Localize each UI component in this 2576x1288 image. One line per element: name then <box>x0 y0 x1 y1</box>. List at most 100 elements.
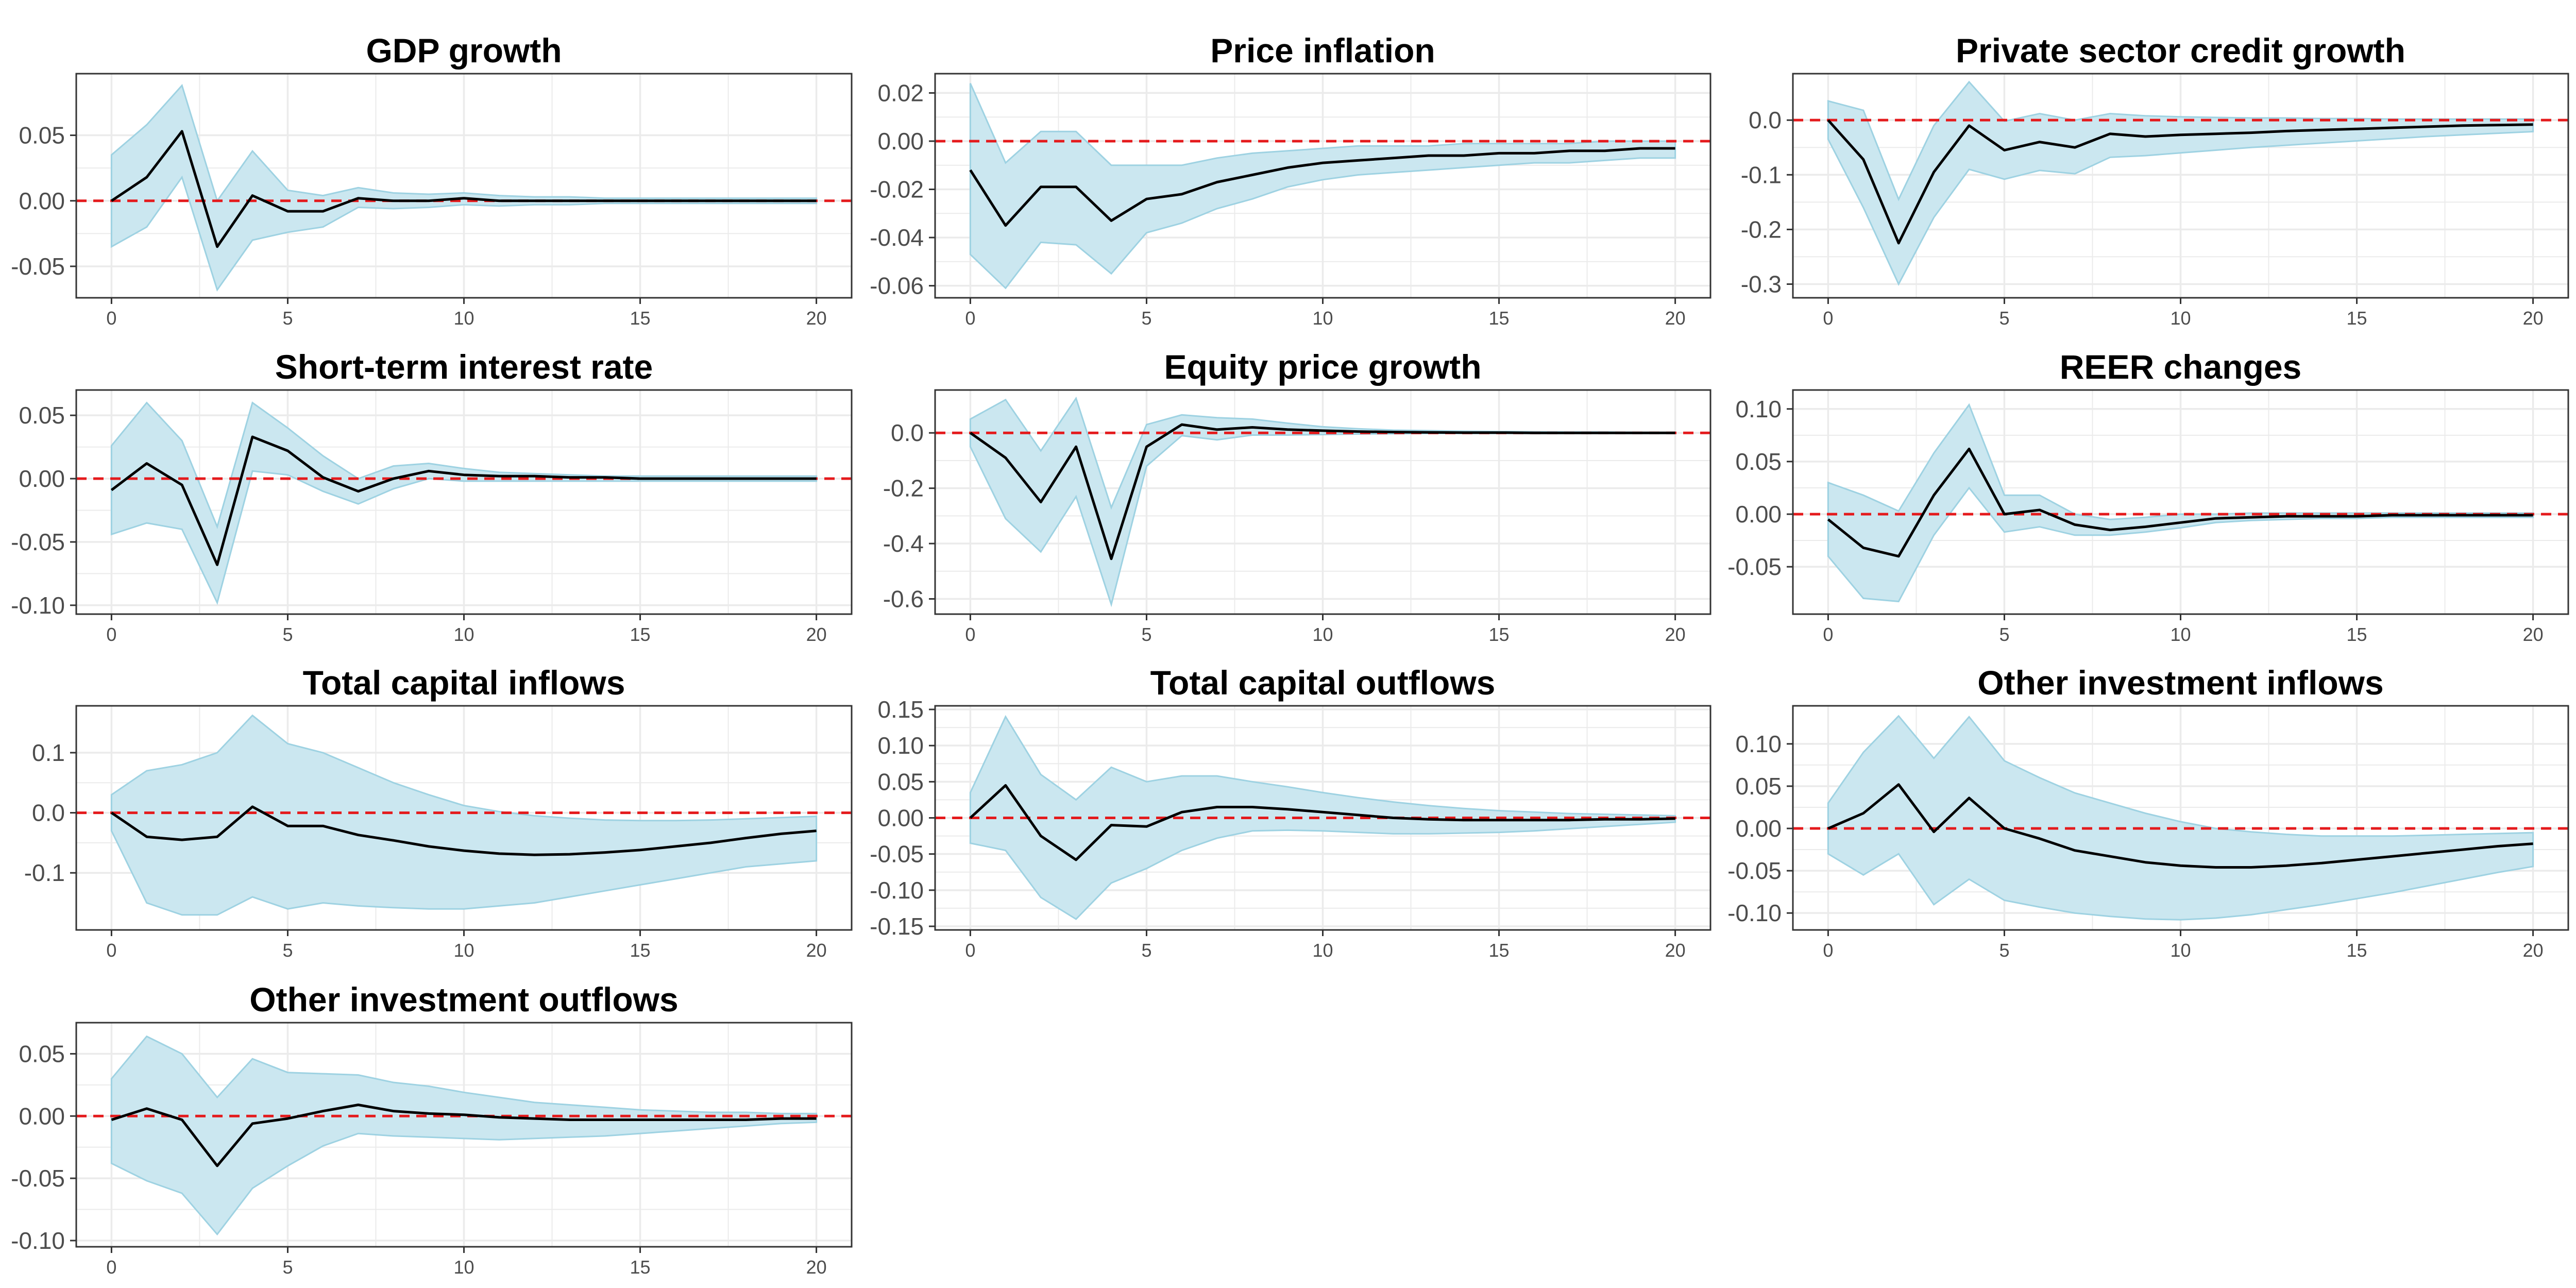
y-tick-label: -0.05 <box>1727 553 1782 580</box>
x-tick-label: 5 <box>282 1257 293 1278</box>
panel-4: -0.6 -0.4 -0.2 0.0 0 5 10 15 20 Equity price grow… <box>883 348 1711 645</box>
y-tick-label: -0.10 <box>870 877 924 904</box>
y-tick-label: -0.02 <box>870 176 924 203</box>
y-tick-label: -0.04 <box>870 224 924 251</box>
y-tick-label: 0.0 <box>891 419 924 446</box>
y-tick-label: 0.05 <box>19 1040 65 1067</box>
panel-8: -0.10 -0.05 0.00 0.05 0.10 0 5 10 15 20 Other inve… <box>1727 664 2569 961</box>
y-tick-label: 0.00 <box>1735 501 1782 528</box>
x-tick-label: 10 <box>2170 624 2191 645</box>
panel-1: -0.06 -0.04 -0.02 0.00 0.02 0 5 10 15 20 Price inf… <box>870 31 1711 329</box>
x-tick-label: 15 <box>630 940 651 961</box>
x-tick-label: 5 <box>1999 624 2009 645</box>
y-tick-label: 0.0 <box>32 800 65 826</box>
y-tick-label: 0.15 <box>877 696 924 723</box>
x-tick-label: 10 <box>2170 940 2191 961</box>
y-tick-label: 0.05 <box>19 122 65 149</box>
y-tick-label: -0.2 <box>1741 216 1782 243</box>
x-tick-label: 5 <box>1141 940 1151 961</box>
x-tick-label: 5 <box>1141 308 1151 329</box>
y-tick-label: -0.05 <box>11 1165 65 1192</box>
x-tick-label: 15 <box>2347 308 2367 329</box>
y-tick-label: -0.1 <box>24 859 65 886</box>
x-tick-label: 0 <box>1823 624 1833 645</box>
impulse-response-line <box>111 1104 817 1167</box>
x-tick-label: 0 <box>965 308 975 329</box>
impulse-response-line <box>111 130 817 248</box>
x-tick-label: 10 <box>453 308 474 329</box>
x-tick-label: 0 <box>965 940 975 961</box>
panel-9: -0.10 -0.05 0.00 0.05 0 5 10 15 20 Other investme… <box>11 980 853 1278</box>
x-tick-label: 20 <box>1665 624 1686 645</box>
panel-title: GDP growth <box>366 31 562 70</box>
x-tick-label: 15 <box>2347 624 2367 645</box>
y-tick-label: -0.10 <box>11 592 65 619</box>
x-tick-label: 15 <box>1489 940 1510 961</box>
x-tick-label: 5 <box>1141 624 1151 645</box>
x-tick-label: 0 <box>1823 308 1833 329</box>
y-tick-label: 0.10 <box>1735 396 1782 422</box>
y-tick-label: 0.00 <box>1735 815 1782 842</box>
impulse-response-line <box>110 805 817 856</box>
panel-6: -0.1 0.0 0.1 0 5 10 15 20 Total capital inflows <box>24 664 853 961</box>
x-tick-label: 15 <box>1489 624 1510 645</box>
y-tick-label: -0.15 <box>870 913 924 940</box>
panel-2: -0.3 -0.2 -0.1 0.0 0 5 10 15 20 Private sector cr… <box>1741 31 2569 329</box>
confidence-band <box>110 83 818 292</box>
panel-title: Total capital outflows <box>1150 664 1496 702</box>
y-tick-label: 0.05 <box>19 402 65 429</box>
y-tick-label: -0.3 <box>1741 270 1782 297</box>
y-tick-label: 0.02 <box>877 79 924 106</box>
y-tick-label: 0.00 <box>19 465 65 492</box>
confidence-band <box>969 83 1676 290</box>
panel-title: Short-term interest rate <box>275 348 653 386</box>
x-tick-label: 0 <box>106 308 116 329</box>
y-tick-label: 0.05 <box>1735 448 1782 475</box>
y-tick-label: 0.00 <box>19 188 65 214</box>
y-tick-label: -0.05 <box>11 253 65 280</box>
impulse-response-line <box>969 147 1675 227</box>
panel-title: Other investment outflows <box>249 980 678 1019</box>
y-tick-label: -0.05 <box>870 841 924 868</box>
y-tick-label: 0.05 <box>877 768 924 795</box>
impulse-response-line <box>969 784 1675 861</box>
confidence-band <box>969 715 1676 920</box>
panel-title: REER changes <box>2060 348 2301 386</box>
y-tick-label: 0.0 <box>1749 107 1782 133</box>
impulse-response-line <box>1827 119 2533 245</box>
x-tick-label: 5 <box>1999 308 2009 329</box>
x-tick-label: 15 <box>2347 940 2367 961</box>
y-tick-label: -0.06 <box>870 273 924 299</box>
confidence-band <box>1827 715 2534 921</box>
x-tick-label: 0 <box>965 624 975 645</box>
x-tick-label: 5 <box>282 940 293 961</box>
x-tick-label: 20 <box>2523 308 2544 329</box>
panel-7: -0.15 -0.10 -0.05 0.00 0.05 0.10 0.15 0 5 10 15 20 T… <box>870 664 1711 961</box>
x-tick-label: 0 <box>1823 940 1833 961</box>
panel-3: -0.10 -0.05 0.00 0.05 0 5 10 15 20 Short-term int… <box>11 348 853 645</box>
x-tick-label: 5 <box>1999 940 2009 961</box>
y-tick-label: -0.1 <box>1741 161 1782 188</box>
y-tick-label: 0.05 <box>1735 773 1782 800</box>
confidence-band <box>110 1035 818 1236</box>
panel-0: -0.05 0.00 0.05 0 5 10 15 20 GDP growth <box>11 31 853 329</box>
x-tick-label: 20 <box>1665 940 1686 961</box>
y-tick-label: 0.10 <box>877 732 924 759</box>
x-tick-label: 20 <box>2523 940 2544 961</box>
x-tick-label: 5 <box>282 624 293 645</box>
panel-5: -0.05 0.00 0.05 0.10 0 5 10 15 20 REER changes <box>1727 348 2569 645</box>
x-tick-label: 15 <box>630 1257 651 1278</box>
x-tick-label: 10 <box>1312 624 1333 645</box>
y-tick-label: -0.2 <box>883 475 924 502</box>
panel-title: Private sector credit growth <box>1956 31 2405 70</box>
x-tick-label: 5 <box>282 308 293 329</box>
x-tick-label: 10 <box>453 624 474 645</box>
panel-title: Other investment inflows <box>1977 664 2383 702</box>
y-tick-label: -0.4 <box>883 530 924 557</box>
x-tick-label: 20 <box>2523 624 2544 645</box>
confidence-band <box>110 714 818 916</box>
y-tick-label: 0.00 <box>877 128 924 155</box>
x-tick-label: 20 <box>806 308 827 329</box>
